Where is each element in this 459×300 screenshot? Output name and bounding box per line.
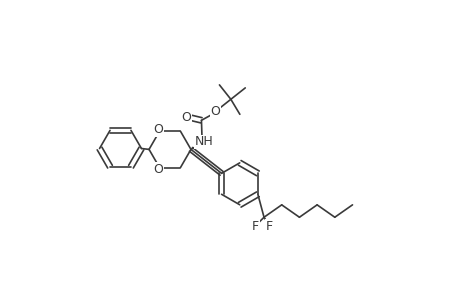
- Text: O: O: [210, 105, 220, 119]
- Text: NH: NH: [195, 135, 213, 148]
- Text: O: O: [153, 163, 162, 176]
- Text: F: F: [265, 220, 272, 233]
- Text: O: O: [181, 111, 191, 124]
- Text: O: O: [153, 123, 162, 136]
- Text: F: F: [252, 220, 258, 233]
